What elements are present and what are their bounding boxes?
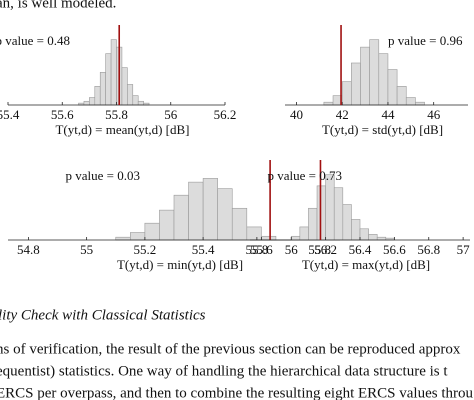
histogram-bar (173, 194, 189, 241)
histogram-bar (115, 236, 131, 241)
histogram-bar (144, 222, 160, 241)
histogram-bar (369, 39, 380, 106)
paragraph-line: ns of verification, the result of the pr… (0, 341, 461, 357)
x-axis-label: T(yt,d) = std(yt,d) [dB] (322, 122, 443, 137)
p-value-annotation: p value = 0.73 (268, 168, 342, 183)
histogram-bar (246, 226, 262, 241)
histogram-bar (415, 101, 425, 106)
histogram-bar (299, 226, 309, 241)
histogram-bar (378, 53, 389, 106)
histogram-bar (132, 95, 139, 106)
histogram-bar (127, 84, 134, 106)
histogram-bar (360, 46, 370, 106)
histogram-bar (341, 81, 352, 106)
paragraph-line: equentist) statistics. One way of handli… (0, 363, 448, 379)
x-axis-label: T(yt,d) = max(yt,d) [dB] (302, 257, 430, 272)
x-tick-label: 42 (336, 107, 349, 122)
histogram-bar (405, 97, 416, 106)
x-axis-label: T(yt,d) = mean(yt,d) [dB] (55, 122, 189, 137)
x-tick-label: 55.8 (246, 242, 269, 257)
histogram-bar (342, 204, 352, 241)
histogram-bar (121, 67, 128, 106)
x-tick-label: 56.2 (214, 107, 237, 122)
histogram-bar (231, 207, 248, 241)
histogram-bar (261, 235, 277, 241)
x-tick-label: 56.2 (314, 242, 337, 257)
histogram-bar (290, 235, 301, 241)
histogram-bar (333, 187, 344, 241)
histogram-bar (188, 181, 204, 241)
histogram-bar (89, 97, 96, 106)
histogram-bar (396, 86, 407, 106)
x-tick-label: 56 (285, 242, 299, 257)
x-tick-label: 55.6 (250, 242, 273, 257)
histogram-bar (159, 209, 175, 241)
paragraph-line: ERCS per overpass, and then to combine t… (0, 385, 474, 400)
x-tick-label: 57 (457, 242, 471, 257)
histogram-bar (217, 188, 233, 241)
histogram-bar (110, 39, 117, 106)
x-tick-label: 56.6 (383, 242, 406, 257)
x-tick-label: 46 (427, 107, 441, 122)
histogram-bar (316, 185, 326, 241)
x-tick-label: 55.4 (0, 107, 20, 122)
histogram-bar (137, 100, 144, 106)
p-value-annotation: p value = 0.96 (388, 33, 463, 48)
histogram-bar (351, 219, 361, 241)
p-value-annotation: p value = 0.48 (0, 33, 70, 48)
x-tick-label: 54.8 (17, 242, 40, 257)
histogram-bar (99, 72, 106, 106)
histogram-bar (83, 100, 90, 106)
histogram-bar (94, 86, 101, 106)
x-axis-label: T(yt,d) = min(yt,d) [dB] (117, 257, 243, 272)
histogram-bar (202, 178, 218, 241)
x-tick-label: 56.8 (417, 242, 440, 257)
histogram-bar (308, 207, 318, 241)
x-tick-label: 55 (80, 242, 93, 257)
x-tick-label: 56.4 (349, 242, 372, 257)
histogram-bar (325, 174, 335, 241)
histogram-bar (351, 62, 361, 106)
x-tick-label: 55.6 (51, 107, 74, 122)
x-tick-label: 44 (381, 107, 395, 122)
histogram-bar (130, 232, 146, 241)
histogram-bar (387, 69, 398, 106)
top-line: an, is well modeled. (0, 0, 116, 11)
histogram-bar (105, 53, 112, 106)
histogram-bar (368, 234, 378, 241)
histogram-bar (376, 236, 387, 241)
x-tick-label: 40 (290, 107, 303, 122)
histogram-bar (323, 101, 334, 106)
x-tick-label: 55.2 (134, 242, 157, 257)
x-tick-label: 55.4 (192, 242, 215, 257)
histogram-bar (359, 228, 369, 241)
x-tick-label: 55.8 (105, 107, 128, 122)
x-tick-label: 56 (164, 107, 178, 122)
x-tick-label: 55.8 (308, 242, 331, 257)
section-heading: lity Check with Classical Statistics (0, 307, 206, 323)
p-value-annotation: p value = 0.03 (66, 168, 140, 183)
